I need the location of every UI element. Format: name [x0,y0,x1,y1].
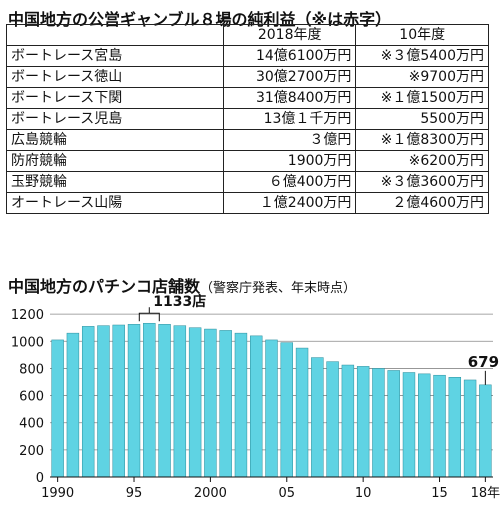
value-2010-cell: ※9700万円 [355,66,489,88]
value-2010-cell: ２億4600万円 [355,192,489,214]
bar [418,373,431,478]
bar [97,325,110,478]
value-2018-cell: １億2400万円 [222,192,357,214]
value-2018-cell: 1900万円 [222,150,357,172]
value-2010-cell: 5500万円 [355,108,489,130]
facility-name-cell: ボートレース徳山 [6,66,224,88]
bar [81,326,95,478]
annotation-bracket [138,312,160,322]
value-2010-cell: ※３億3600万円 [355,171,489,193]
chart-title-block: 中国地方のパチンコ店舗数（警察庁発表、年末時点） [8,273,356,297]
bar [66,332,80,478]
bar [204,328,217,478]
value-2010-cell: ※１億1500万円 [355,87,489,109]
facility-name-cell: オートレース山陽 [6,192,224,214]
bar [280,342,293,478]
bar [265,339,278,478]
pachinko-store-chart: 0 200 400 600 800 1000 1200 1990 95 2000 05 10 15 18年… [11,293,500,501]
facility-name-cell: 防府競輪 [6,150,224,172]
bar [234,332,248,478]
x-tick-label: 2000 [194,486,227,501]
value-2010-cell: ※6200万円 [355,150,489,172]
bar [463,379,477,478]
bar [219,330,232,478]
bar [356,366,370,478]
header-cell [6,24,224,46]
table-row: ボートレース徳山 30億2700万円 ※9700万円 [6,66,489,88]
x-tick-label: 18年 [471,486,500,501]
value-2018-cell: 30億2700万円 [222,66,357,88]
y-tick-label: 1200 [11,308,44,323]
facility-name-cell: ボートレース下関 [6,87,224,109]
value-2018-cell: 31億8400万円 [222,87,357,109]
value-2018-cell: 14億6100万円 [222,45,357,67]
table-row: 広島競輪 ３億円 ※１億8300万円 [6,129,489,151]
bar [479,384,492,478]
x-tick-label: 10 [355,486,372,501]
bar [250,335,263,478]
table-row: 防府競輪 1900万円 ※6200万円 [6,150,489,172]
annotation-label: 679 [468,353,499,371]
y-tick-label: 200 [19,444,44,459]
x-tick-label: 95 [126,486,143,501]
value-2010-cell: ※１億8300万円 [355,129,489,151]
bar [433,374,446,478]
x-tick-label: 1990 [41,486,74,501]
y-tick-label: 0 [36,471,44,486]
y-tick-label: 600 [19,390,44,405]
value-2018-cell: ３億円 [222,129,357,151]
table-row: 玉野競輪 ６億400万円 ※３億3600万円 [6,171,489,193]
bar [341,364,355,478]
bar [143,322,156,478]
bar [188,327,202,478]
table-row: ボートレース下関 31億8400万円 ※１億1500万円 [6,87,489,109]
annotation-label: 1133店 [153,293,206,310]
facility-name-cell: 広島競輪 [6,129,224,151]
y-tick-label: 1000 [11,335,44,350]
bar [372,368,385,478]
bar [448,377,462,478]
bar [402,372,416,478]
header-cell: 10年度 [355,24,489,46]
x-tick-label: 15 [431,486,448,501]
y-tick-label: 400 [19,417,44,432]
chart-subtitle: （警察庁発表、年末時点） [200,281,357,296]
facility-name-cell: ボートレース宮島 [6,45,224,67]
chart-title: 中国地方のパチンコ店舗数 [8,277,201,296]
header-cell: 2018年度 [222,24,357,46]
table-header-row: 2018年度 10年度 [6,24,489,46]
bar [112,324,125,478]
value-2018-cell: 13億１千万円 [222,108,357,130]
bar [387,370,400,478]
table-row: ボートレース児島 13億１千万円 5500万円 [6,108,489,130]
bar [173,325,187,478]
facility-name-cell: ボートレース児島 [6,108,224,130]
facility-name-cell: 玉野競輪 [6,171,224,193]
bar [326,361,339,478]
value-2018-cell: ６億400万円 [222,171,357,193]
table-row: ボートレース宮島 14億6100万円 ※３億5400万円 [6,45,489,67]
x-tick-label: 05 [279,486,296,501]
y-tick-label: 800 [19,362,44,377]
profit-table: 2018年度 10年度 ボートレース宮島 14億6100万円 ※３億5400万円 ボー… [6,24,489,214]
value-2010-cell: ※３億5400万円 [355,45,489,67]
bar [295,347,309,478]
bar [311,357,324,478]
table-row: オートレース山陽 １億2400万円 ２億4600万円 [6,192,489,214]
bar [127,324,141,478]
bar [158,324,171,478]
bar [51,339,64,478]
